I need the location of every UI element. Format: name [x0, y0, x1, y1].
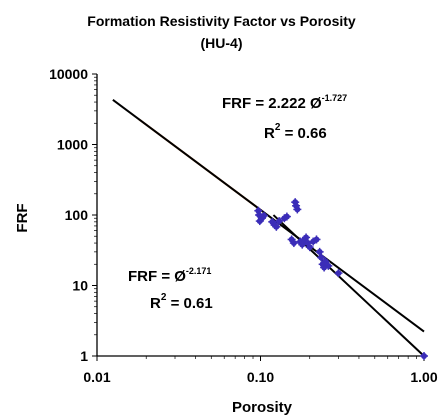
y-tick-label: 10 — [72, 278, 88, 294]
data-points — [254, 198, 428, 360]
data-point — [272, 222, 281, 231]
data-point — [293, 205, 302, 214]
fit2-annotation: FRF = Ø-2.171 — [128, 266, 212, 285]
fit2-r2: R2 = 0.61 — [150, 292, 213, 312]
x-axis-label: Porosity — [232, 399, 293, 416]
data-point — [282, 212, 291, 221]
chart-subtitle: (HU-4) — [200, 35, 243, 51]
fit1-r2-value: = 0.66 — [280, 125, 327, 142]
data-point — [317, 253, 326, 262]
data-point — [259, 211, 268, 220]
y-tick-label: 1 — [80, 348, 88, 364]
data-point — [315, 247, 324, 256]
fit1-r2: R2 = 0.66 — [264, 122, 327, 142]
data-point — [324, 261, 333, 270]
fit2-equation: FRF = Ø — [128, 268, 186, 285]
data-point — [420, 352, 428, 360]
chart-title-block: Formation Resistivity Factor vs Porosity… — [0, 10, 443, 54]
chart-title: Formation Resistivity Factor vs Porosity — [87, 13, 356, 29]
fit1-exponent: -1.727 — [321, 93, 348, 103]
x-tick-label: 1.00 — [410, 369, 437, 385]
fit2-r2-value: = 0.61 — [166, 295, 213, 312]
data-point — [305, 243, 314, 252]
fit2-r2-label: R — [150, 295, 161, 312]
fit2-exponent: -2.171 — [185, 266, 212, 276]
data-point — [289, 239, 298, 248]
fit-line-2 — [112, 99, 425, 333]
data-point — [275, 217, 284, 226]
data-point — [302, 233, 311, 242]
fit1-annotation: FRF = 2.222 Ø-1.727 — [222, 93, 348, 112]
fit-lines — [112, 99, 425, 357]
data-point — [334, 269, 343, 278]
y-tick-label: 10000 — [49, 66, 88, 82]
y-tick-label: 1000 — [57, 137, 88, 153]
fit1-equation: FRF = 2.222 Ø — [222, 95, 322, 112]
x-tick-label: 0.01 — [83, 369, 110, 385]
fit-line-3 — [272, 214, 425, 357]
fit1-r2-label: R — [264, 125, 275, 142]
data-point — [321, 257, 330, 266]
x-tick-label: 0.10 — [247, 369, 274, 385]
y-axis-label: FRF — [14, 203, 31, 232]
axes: 1 10 100 1000 10000 0.01 0.10 1.00 — [49, 66, 438, 385]
data-point — [312, 235, 321, 244]
y-tick-label: 100 — [65, 207, 89, 223]
